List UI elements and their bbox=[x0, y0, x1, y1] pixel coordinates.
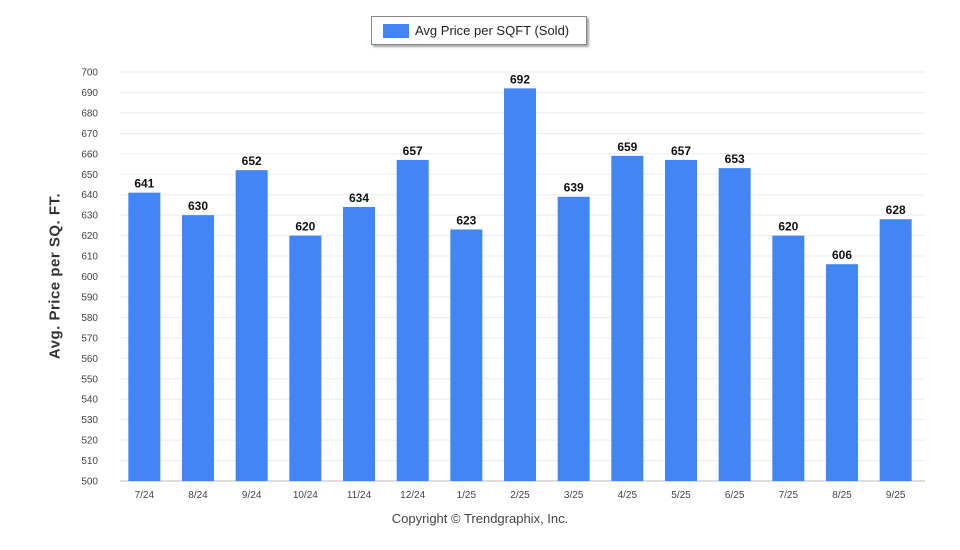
y-tick-label: 520 bbox=[81, 436, 98, 447]
bar bbox=[879, 219, 912, 482]
x-tick-label: 9/24 bbox=[242, 490, 262, 501]
y-tick-label: 680 bbox=[81, 108, 98, 119]
x-tick-label: 8/24 bbox=[188, 490, 208, 501]
data-label: 692 bbox=[510, 72, 530, 86]
data-label: 652 bbox=[242, 154, 262, 168]
x-tick-label: 5/25 bbox=[671, 490, 691, 501]
y-tick-label: 550 bbox=[81, 374, 98, 385]
y-tick-label: 560 bbox=[81, 354, 98, 365]
y-tick-label: 500 bbox=[81, 477, 98, 488]
bar bbox=[450, 229, 483, 481]
bar bbox=[665, 159, 697, 481]
data-label: 634 bbox=[349, 191, 369, 205]
y-tick-label: 670 bbox=[81, 129, 98, 140]
bar bbox=[504, 88, 536, 482]
x-tick-label: 10/24 bbox=[293, 490, 318, 501]
data-label: 628 bbox=[886, 203, 906, 217]
legend-label: Avg Price per SQFT (Sold) bbox=[415, 23, 570, 38]
x-tick-label: 6/25 bbox=[725, 490, 745, 501]
data-label: 620 bbox=[295, 220, 315, 234]
y-tick-label: 530 bbox=[81, 415, 98, 426]
bar bbox=[128, 192, 161, 481]
y-tick-label: 510 bbox=[81, 456, 98, 467]
copyright-text: Copyright © Trendgraphix, Inc. bbox=[391, 511, 569, 526]
bar bbox=[182, 215, 214, 481]
y-tick-label: 540 bbox=[81, 395, 98, 406]
data-label: 657 bbox=[403, 144, 423, 158]
x-tick-label: 11/24 bbox=[347, 490, 372, 501]
bar bbox=[289, 235, 322, 481]
bar bbox=[826, 264, 858, 481]
data-label: 623 bbox=[456, 213, 476, 227]
legend-swatch bbox=[383, 23, 409, 38]
bar bbox=[772, 235, 805, 481]
data-label: 630 bbox=[188, 199, 208, 213]
y-tick-label: 620 bbox=[81, 231, 98, 242]
x-tick-label: 7/25 bbox=[779, 490, 799, 501]
x-tick-label: 9/25 bbox=[886, 490, 906, 501]
y-tick-label: 570 bbox=[81, 333, 98, 344]
y-tick-label: 580 bbox=[81, 313, 98, 324]
bar bbox=[396, 159, 429, 481]
y-tick-label: 590 bbox=[81, 292, 98, 303]
x-tick-label: 3/25 bbox=[564, 490, 584, 501]
data-label: 659 bbox=[617, 140, 637, 154]
bar bbox=[718, 168, 751, 482]
data-label: 620 bbox=[778, 220, 798, 234]
y-tick-label: 630 bbox=[81, 211, 98, 222]
x-tick-label: 2/25 bbox=[510, 490, 530, 501]
data-label: 657 bbox=[671, 144, 691, 158]
y-tick-label: 660 bbox=[81, 149, 98, 160]
y-tick-label: 700 bbox=[81, 68, 98, 79]
chart-legend: Avg Price per SQFT (Sold) bbox=[371, 16, 587, 45]
x-tick-label: 8/25 bbox=[832, 490, 852, 501]
data-label: 639 bbox=[564, 181, 584, 195]
x-tick-label: 12/24 bbox=[400, 490, 425, 501]
data-label: 653 bbox=[725, 152, 745, 166]
bar bbox=[611, 155, 644, 481]
bar bbox=[343, 206, 375, 481]
bar bbox=[235, 170, 268, 481]
y-tick-label: 610 bbox=[81, 252, 98, 263]
bar bbox=[557, 196, 590, 481]
y-tick-label: 690 bbox=[81, 88, 98, 99]
y-tick-label: 640 bbox=[81, 190, 98, 201]
x-tick-label: 7/24 bbox=[135, 490, 155, 501]
y-tick-label: 600 bbox=[81, 272, 98, 283]
data-label: 606 bbox=[832, 248, 852, 262]
data-label: 641 bbox=[134, 177, 154, 191]
y-tick-label: 650 bbox=[81, 170, 98, 181]
x-tick-label: 4/25 bbox=[618, 490, 638, 501]
x-tick-label: 1/25 bbox=[457, 490, 477, 501]
